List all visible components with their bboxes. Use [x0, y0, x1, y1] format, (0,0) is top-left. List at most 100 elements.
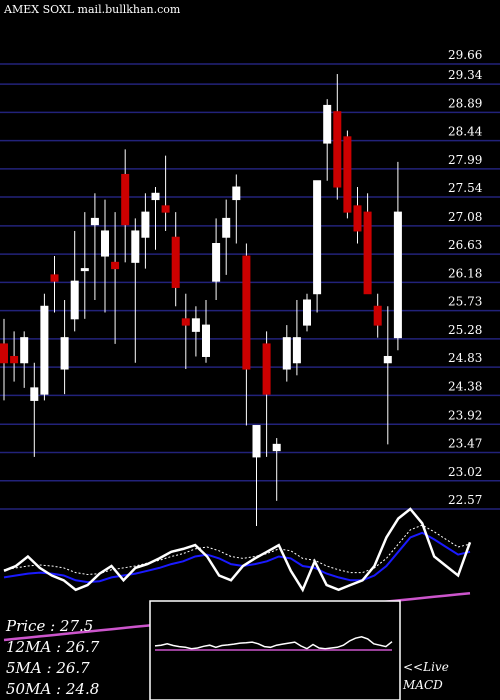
candle [323, 99, 332, 181]
candle-body-down [333, 111, 342, 188]
y-tick-label: 27.08 [448, 210, 482, 224]
candle [353, 187, 362, 244]
candle-body-up [222, 217, 231, 238]
candle [121, 149, 130, 263]
candle-body-down [373, 305, 382, 326]
candle-body-up [232, 186, 241, 201]
candle [373, 293, 382, 338]
candle-body-down [10, 355, 19, 364]
price-tick-labels: 29.66 29.34 28.89 28.44 27.99 27.54 27.08 26.63… [448, 48, 483, 507]
candle [333, 74, 342, 200]
candle-body-up [131, 230, 140, 263]
y-tick-label: 26.18 [448, 266, 482, 280]
candle-body-down [181, 318, 190, 326]
candle [262, 331, 271, 457]
ma5-line [3, 524, 471, 576]
y-tick-label: 28.89 [448, 96, 482, 110]
candle [363, 193, 372, 295]
candle [151, 187, 160, 250]
candle-body-down [111, 261, 120, 270]
candle [282, 325, 291, 382]
candle-body-up [303, 299, 311, 326]
candle [272, 438, 281, 501]
candle [232, 174, 241, 244]
y-tick-label: 23.92 [448, 408, 482, 422]
candle [40, 293, 49, 401]
candle-body-up [191, 318, 200, 332]
candle-body-up [313, 180, 322, 295]
y-tick-label: 24.83 [448, 351, 482, 365]
macd-panel [149, 600, 401, 700]
y-tick-label: 25.73 [448, 295, 482, 309]
candle-body-down [50, 274, 59, 282]
candle-body-up [393, 211, 402, 339]
candle [131, 218, 140, 363]
candle-body-up [101, 230, 109, 257]
y-tick-label: 28.44 [448, 125, 483, 139]
y-tick-label: 24.38 [448, 379, 482, 393]
candle-body-down [343, 136, 352, 213]
candle [393, 161, 402, 351]
candle [10, 331, 19, 382]
legend-5ma: 5MA : 26.7 [6, 659, 90, 677]
candle [60, 299, 69, 395]
candle-body-down [0, 343, 8, 364]
candle [20, 331, 29, 388]
price-line [3, 507, 472, 593]
candle-body-up [70, 280, 79, 320]
candle [313, 180, 322, 313]
candle [30, 362, 39, 457]
y-tick-label: 25.28 [448, 323, 482, 337]
candle-body-up [20, 337, 29, 364]
ma12-line [3, 531, 471, 584]
candle-body-up [40, 305, 49, 395]
candle-body-up [60, 337, 69, 370]
candle-body-down [121, 173, 130, 226]
candle [181, 293, 190, 370]
candle-body-up [90, 217, 99, 226]
candle [0, 318, 8, 401]
macd-line [154, 636, 393, 650]
legend-12ma: 12MA : 26.7 [6, 638, 100, 656]
candle-body-down [363, 211, 372, 295]
candle [383, 306, 392, 445]
candle-body-up [30, 387, 39, 401]
macd-title: MACD [402, 678, 443, 692]
candle-body-up [151, 192, 160, 201]
candle [80, 212, 89, 319]
candle [70, 230, 79, 332]
candle [191, 306, 200, 357]
candle [171, 212, 180, 307]
candle-body-up [282, 337, 291, 370]
y-tick-label: 29.66 [448, 48, 482, 62]
price-gridlines [0, 63, 500, 510]
candle-body-up [252, 425, 261, 458]
candle-body-up [212, 243, 221, 282]
candle [50, 256, 59, 313]
candle-body-down [353, 205, 362, 232]
candle [141, 193, 150, 269]
candle-body-down [262, 343, 271, 395]
legend-price: Price : 27.5 [5, 617, 93, 635]
candle-body-down [242, 255, 251, 370]
candle [242, 243, 251, 426]
candle-body-up [80, 268, 89, 272]
candle [252, 425, 261, 526]
candle-body-down [171, 236, 180, 288]
y-tick-label: 27.99 [448, 153, 482, 167]
candle [161, 155, 170, 231]
candle [292, 299, 301, 376]
y-tick-label: 23.47 [448, 437, 482, 451]
candle-body-up [272, 443, 281, 452]
macd-live-label: <<Live [403, 660, 449, 674]
y-tick-label: 26.63 [448, 238, 482, 252]
candle-body-up [292, 337, 301, 364]
candle-body-up [323, 104, 332, 144]
candle [303, 293, 311, 332]
candle [343, 130, 352, 219]
candle-body-up [383, 355, 392, 364]
y-tick-label: 22.57 [448, 493, 482, 507]
legend-50ma: 50MA : 24.8 [6, 680, 99, 698]
